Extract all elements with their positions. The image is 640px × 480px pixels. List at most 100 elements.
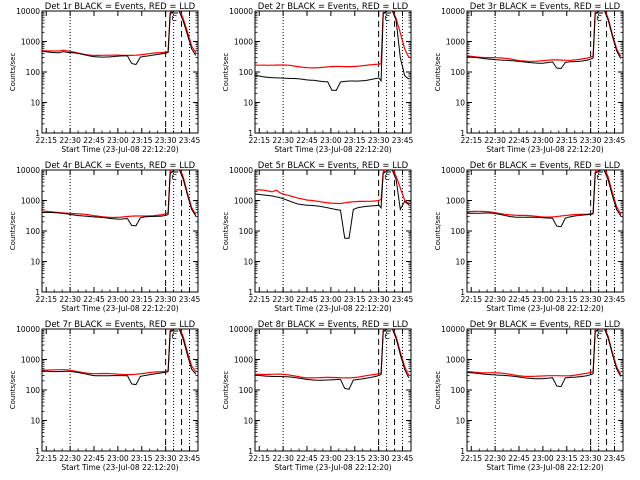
events-series-line bbox=[255, 170, 410, 239]
events-series-line bbox=[42, 329, 197, 386]
detector-panel: Det 1r BLACK = Events, RED = LLD 1 10 100 10… bbox=[9, 2, 201, 154]
y-tick-label: 1000 bbox=[21, 356, 40, 365]
panel-title: Det 7r BLACK = Events, RED = LLD bbox=[45, 320, 196, 330]
detector-panel: Det 7r BLACK = Events, RED = LLD 1 10 100 10… bbox=[9, 320, 201, 472]
detector-panel: Det 9r BLACK = Events, RED = LLD 1 10 100 10… bbox=[434, 320, 626, 472]
x-tick-label: 23:30 bbox=[155, 454, 177, 463]
x-tick-label: 23:00 bbox=[532, 295, 554, 304]
x-axis-label: Start Time (23-Jul-08 22:12:20) bbox=[274, 304, 391, 313]
x-tick-label: 22:15 bbox=[35, 295, 57, 304]
x-tick-label: 23:15 bbox=[556, 136, 578, 145]
events-series-line bbox=[42, 170, 197, 227]
marker-label: C bbox=[384, 173, 390, 182]
x-tick-label: 22:30 bbox=[59, 295, 81, 304]
x-tick-label: 23:30 bbox=[580, 136, 602, 145]
y-tick-label: 1 bbox=[248, 447, 253, 456]
x-tick-label: 23:00 bbox=[320, 136, 342, 145]
x-tick-label: 22:15 bbox=[35, 136, 57, 145]
x-tick-label: 22:45 bbox=[296, 454, 318, 463]
y-tick-label: 10 bbox=[455, 417, 465, 426]
x-axis-label: Start Time (23-Jul-08 22:12:20) bbox=[486, 463, 603, 472]
y-tick-label: 100 bbox=[239, 386, 254, 395]
x-tick-label: 23:15 bbox=[131, 136, 153, 145]
y-tick-label: 10 bbox=[243, 99, 253, 108]
panel-title: Det 2r BLACK = Events, RED = LLD bbox=[258, 2, 409, 12]
marker-label: C bbox=[596, 173, 602, 182]
x-tick-label: 23:00 bbox=[320, 454, 342, 463]
x-tick-label: 23:15 bbox=[344, 295, 366, 304]
x-tick-label: 22:45 bbox=[296, 295, 318, 304]
x-tick-label: 22:30 bbox=[272, 295, 294, 304]
y-tick-label: 1000 bbox=[446, 197, 465, 206]
lld-series-line bbox=[42, 329, 197, 376]
x-tick-label: 23:45 bbox=[179, 295, 201, 304]
x-tick-label: 23:15 bbox=[131, 454, 153, 463]
x-tick-label: 23:30 bbox=[368, 295, 390, 304]
plot-frame bbox=[466, 169, 624, 293]
y-tick-label: 10000 bbox=[229, 7, 253, 16]
x-axis-label: Start Time (23-Jul-08 22:12:20) bbox=[61, 463, 178, 472]
y-tick-label: 1 bbox=[248, 288, 253, 297]
x-tick-label: 23:30 bbox=[155, 295, 177, 304]
panel-title: Det 4r BLACK = Events, RED = LLD bbox=[45, 161, 196, 171]
x-tick-label: 23:00 bbox=[107, 295, 129, 304]
x-tick-label: 22:15 bbox=[460, 136, 482, 145]
x-tick-label: 22:15 bbox=[35, 454, 57, 463]
plot-frame bbox=[254, 328, 412, 452]
x-tick-label: 22:45 bbox=[296, 136, 318, 145]
x-tick-label: 22:30 bbox=[484, 295, 506, 304]
x-tick-label: 23:30 bbox=[155, 136, 177, 145]
x-tick-label: 22:30 bbox=[272, 136, 294, 145]
x-tick-label: 23:30 bbox=[580, 454, 602, 463]
x-tick-label: 23:45 bbox=[604, 295, 626, 304]
panel-title: Det 3r BLACK = Events, RED = LLD bbox=[470, 2, 621, 12]
plot-frame bbox=[41, 10, 199, 134]
x-tick-label: 23:15 bbox=[344, 454, 366, 463]
y-axis-label: Counts/sec bbox=[9, 371, 17, 410]
y-tick-label: 10 bbox=[243, 417, 253, 426]
panel-title: Det 9r BLACK = Events, RED = LLD bbox=[470, 320, 621, 330]
marker-label: C bbox=[596, 332, 602, 341]
x-tick-label: 23:15 bbox=[131, 295, 153, 304]
y-tick-label: 100 bbox=[26, 68, 41, 77]
x-tick-label: 23:30 bbox=[580, 295, 602, 304]
plot-frame bbox=[466, 10, 624, 134]
x-axis-label: Start Time (23-Jul-08 22:12:20) bbox=[61, 145, 178, 154]
y-tick-label: 100 bbox=[26, 386, 41, 395]
y-tick-label: 10 bbox=[455, 99, 465, 108]
y-tick-label: 10 bbox=[455, 258, 465, 267]
x-tick-label: 23:45 bbox=[392, 136, 414, 145]
y-axis-label: Counts/sec bbox=[434, 371, 442, 410]
x-tick-label: 22:15 bbox=[248, 136, 270, 145]
events-series-line bbox=[255, 329, 410, 390]
lld-series-line bbox=[42, 11, 197, 57]
y-axis-label: Counts/sec bbox=[434, 53, 442, 92]
marker-label: C bbox=[171, 173, 177, 182]
y-axis-label: Counts/sec bbox=[222, 371, 230, 410]
y-tick-label: 1 bbox=[460, 129, 465, 138]
y-axis-label: Counts/sec bbox=[434, 212, 442, 251]
y-axis-label: Counts/sec bbox=[222, 53, 230, 92]
y-axis-label: Counts/sec bbox=[9, 53, 17, 92]
y-tick-label: 1 bbox=[35, 288, 40, 297]
y-tick-label: 1 bbox=[460, 447, 465, 456]
y-axis-label: Counts/sec bbox=[9, 212, 17, 251]
y-tick-label: 1 bbox=[460, 288, 465, 297]
x-tick-label: 23:15 bbox=[556, 454, 578, 463]
x-tick-label: 23:00 bbox=[107, 454, 129, 463]
y-tick-label: 10000 bbox=[441, 7, 465, 16]
plot-frame bbox=[41, 328, 199, 452]
x-tick-label: 22:30 bbox=[59, 136, 81, 145]
x-tick-label: 23:30 bbox=[368, 136, 390, 145]
plot-frame bbox=[254, 169, 412, 293]
y-tick-label: 100 bbox=[239, 227, 254, 236]
y-tick-label: 10000 bbox=[16, 325, 40, 334]
x-tick-label: 22:15 bbox=[460, 295, 482, 304]
y-tick-label: 10 bbox=[30, 99, 40, 108]
x-tick-label: 23:45 bbox=[604, 454, 626, 463]
events-series-line bbox=[467, 170, 622, 228]
y-tick-label: 100 bbox=[239, 68, 254, 77]
detector-panel: Det 6r BLACK = Events, RED = LLD 1 10 100 10… bbox=[434, 161, 626, 313]
y-tick-label: 10000 bbox=[441, 325, 465, 334]
